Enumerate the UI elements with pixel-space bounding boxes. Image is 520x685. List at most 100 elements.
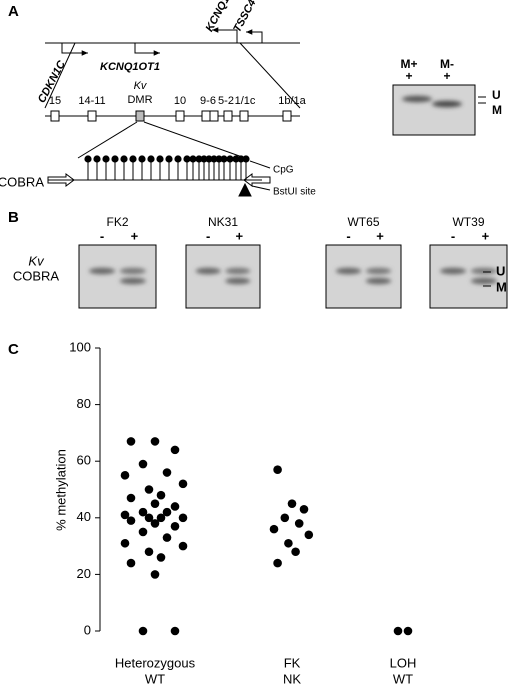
cpg bbox=[200, 155, 208, 163]
label: NK31 bbox=[208, 215, 238, 229]
cpg bbox=[174, 155, 182, 163]
data-point bbox=[170, 502, 180, 511]
gene-arrow bbox=[134, 43, 160, 56]
zoom-line bbox=[77, 121, 138, 159]
gene-arrow bbox=[246, 29, 263, 43]
gel-band bbox=[365, 267, 392, 275]
gel-band bbox=[335, 267, 362, 275]
y-tick-label: 40 bbox=[77, 509, 91, 524]
gel-band bbox=[119, 267, 146, 275]
cpg bbox=[210, 155, 218, 163]
data-point bbox=[162, 468, 172, 477]
x-tick-label: NK bbox=[283, 671, 301, 685]
data-point bbox=[269, 524, 279, 534]
data-point bbox=[126, 493, 136, 503]
gel bbox=[392, 84, 476, 136]
data-point bbox=[150, 499, 160, 508]
label: - bbox=[206, 228, 210, 243]
data-point bbox=[162, 533, 172, 542]
y-tick-label: 60 bbox=[77, 453, 91, 468]
gel bbox=[325, 244, 402, 309]
cpg bbox=[102, 155, 110, 163]
gel bbox=[78, 244, 157, 309]
data-point bbox=[273, 465, 282, 474]
label: - bbox=[100, 228, 104, 243]
label: 10 bbox=[174, 95, 186, 107]
cpg bbox=[93, 155, 101, 163]
label: + bbox=[235, 228, 243, 243]
label: CpG bbox=[273, 165, 294, 176]
data-point bbox=[150, 570, 160, 579]
label: - bbox=[346, 228, 350, 243]
x-tick-label: Heterozygous bbox=[115, 655, 196, 670]
label: M bbox=[492, 103, 502, 117]
x-tick-label: WT bbox=[145, 671, 165, 685]
x-tick-label: FK bbox=[284, 655, 301, 670]
dmr-box bbox=[135, 110, 145, 122]
data-point bbox=[144, 513, 154, 523]
data-point bbox=[170, 521, 180, 531]
data-point bbox=[138, 527, 148, 537]
data-point bbox=[156, 553, 166, 562]
panel-label: A bbox=[8, 3, 19, 20]
data-point bbox=[126, 437, 136, 446]
label: + bbox=[131, 228, 139, 243]
data-point bbox=[273, 558, 282, 568]
cpg bbox=[205, 155, 213, 163]
label: Kv bbox=[28, 253, 45, 268]
label: 5-2 bbox=[218, 95, 234, 107]
gel-band bbox=[225, 267, 251, 275]
label: FK2 bbox=[106, 215, 128, 229]
y-axis-label: % methylation bbox=[53, 449, 68, 531]
label: + bbox=[482, 228, 490, 243]
data-point bbox=[138, 626, 148, 636]
data-point bbox=[138, 507, 148, 517]
data-point bbox=[120, 538, 130, 548]
zoom-line bbox=[239, 42, 301, 109]
label: - bbox=[451, 228, 455, 243]
cpg bbox=[120, 155, 128, 163]
label: TSSC4 bbox=[231, 0, 258, 34]
label: COBRA bbox=[0, 174, 44, 189]
data-point bbox=[156, 513, 166, 523]
data-point bbox=[280, 513, 290, 523]
data-point bbox=[178, 513, 188, 523]
zoom-line bbox=[143, 121, 246, 159]
label: WT39 bbox=[452, 215, 484, 229]
data-point bbox=[126, 516, 136, 525]
panel-label: C bbox=[8, 341, 19, 358]
gel-band bbox=[440, 267, 467, 275]
data-point bbox=[294, 519, 304, 528]
data-point bbox=[138, 459, 148, 469]
label: Kv bbox=[134, 80, 148, 92]
label: M+ bbox=[400, 57, 417, 71]
label: 1/1c bbox=[235, 95, 256, 107]
gel-band bbox=[402, 95, 432, 103]
cpg bbox=[111, 155, 119, 163]
label: + bbox=[376, 228, 384, 243]
exon bbox=[239, 110, 249, 122]
label: + bbox=[405, 69, 412, 83]
gel-band bbox=[89, 267, 116, 275]
gene-arrow bbox=[61, 43, 88, 56]
exon bbox=[282, 110, 292, 122]
cpg bbox=[215, 155, 223, 163]
gel-band bbox=[195, 267, 221, 275]
pointer bbox=[249, 160, 271, 169]
data-point bbox=[126, 558, 136, 568]
site-arrow bbox=[238, 182, 252, 197]
y-tick-label: 80 bbox=[77, 396, 91, 411]
gel-band bbox=[225, 277, 251, 285]
label: M bbox=[496, 279, 507, 294]
y-tick-label: 20 bbox=[77, 566, 91, 581]
data-point bbox=[120, 471, 130, 480]
cpg bbox=[156, 155, 164, 163]
x-tick-label: LOH bbox=[390, 655, 417, 670]
exon bbox=[223, 110, 233, 122]
exon bbox=[175, 110, 185, 122]
cpg bbox=[242, 155, 250, 163]
primer-arrow bbox=[243, 173, 271, 187]
data-point bbox=[150, 437, 160, 446]
